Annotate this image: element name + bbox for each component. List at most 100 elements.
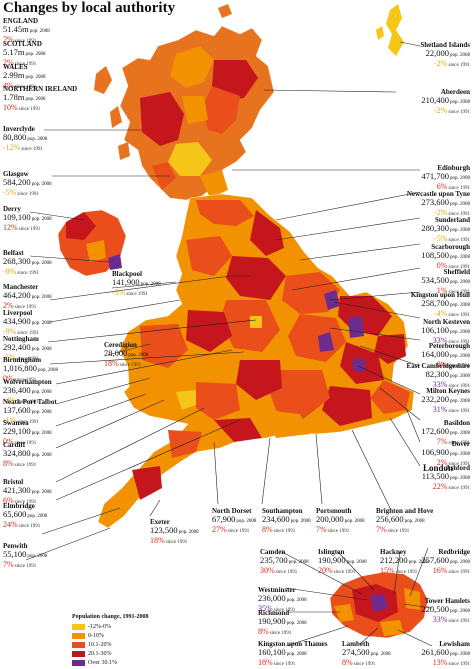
area-name: Sunderland: [434, 216, 470, 224]
population-value: 584,200: [3, 177, 31, 187]
region-shetland: [386, 4, 404, 56]
area-name: Ashford: [445, 464, 470, 472]
label-ceredigion: Ceredigion 78,000pop. 2008 18%since 1991: [104, 341, 148, 370]
population-value: 234,600: [262, 514, 290, 524]
population-value: 292,400: [3, 342, 31, 352]
change-unit: since 1991: [448, 313, 470, 318]
label-ashford: Ashford 113,500pop. 2008 22%since 1991: [422, 464, 470, 493]
area-name: Birmingham: [3, 356, 42, 364]
change-value: 2%: [3, 58, 14, 67]
label-hackney: Hackney 212,200pop. 2008 15%since 1991: [380, 548, 429, 577]
population-unit: pop. 2008: [31, 347, 52, 352]
population-value: 434,900: [3, 316, 31, 326]
population-value: 1,016,800: [3, 363, 37, 373]
change-unit: since 1991: [448, 441, 470, 446]
population-unit: pop. 2008: [31, 390, 52, 395]
label-richmond: Richmond 190,900pop. 2008 8%since 1991: [258, 609, 307, 638]
area-name: Belfast: [3, 249, 24, 257]
population-unit: pop. 2008: [450, 176, 470, 181]
population-unit: pop. 2008: [450, 228, 470, 233]
area-name: East Cambridgeshire: [406, 362, 470, 370]
population-unit: pop. 2008: [404, 519, 425, 524]
population-value: 236,400: [3, 385, 31, 395]
change-value: 15%: [380, 566, 395, 575]
label-penwith: Penwith 55,100pop. 2008 7%since 1991: [3, 542, 47, 571]
area-name: Richmond: [258, 609, 290, 617]
area-name: Edinburgh: [437, 164, 470, 172]
change-value: 27%: [212, 525, 227, 534]
change-value: 8%: [3, 459, 14, 468]
label-islington: Islington 190,900pop. 2008 20%since 1991: [318, 548, 367, 577]
change-value: 35%: [258, 604, 273, 613]
area-name: North Kesteven: [423, 318, 470, 326]
population-unit: pop. 2008: [286, 598, 307, 603]
area-name: Hackney: [380, 548, 407, 556]
label-east-cambridgeshire: East Cambridgeshire 82,300pop. 2008 33%sin…: [407, 362, 470, 391]
change-unit: since 1991: [448, 409, 470, 414]
label-newcastle-upon-tyne: Newcastle upon Tyne 273,600pop. 2008 -2%si…: [407, 190, 470, 219]
change-unit: since 1991: [448, 619, 470, 624]
population-unit: pop. 2008: [25, 52, 46, 57]
population-value: 5.17m: [3, 47, 25, 57]
area-name: Ceredigion: [104, 341, 137, 349]
area-name: Inverclyde: [3, 125, 35, 133]
label-manchester: Manchester 464,200pop. 2008 2%since 1991: [3, 283, 52, 312]
population-value: 229,100: [3, 426, 31, 436]
population-value: 160,100: [258, 647, 286, 657]
change-unit: since 1991: [448, 662, 470, 667]
population-value: 141,900: [112, 277, 140, 287]
change-value: 8%: [342, 658, 353, 667]
change-value: 2%: [3, 301, 14, 310]
change-value: 2%: [436, 458, 448, 467]
area-name: Dover: [451, 440, 470, 448]
label-milton-keynes: Milton Keynes 232,200pop. 2008 31%since 19…: [421, 387, 470, 416]
change-value: 7%: [376, 525, 387, 534]
change-value: -1%: [3, 416, 17, 425]
change-value: 4%: [3, 81, 14, 90]
population-value: 220,500: [421, 604, 449, 614]
change-unit: since 1991: [448, 384, 470, 389]
label-westminster: Westminster 236,000pop. 2008 35%since 1991: [258, 586, 307, 615]
population-value: 324,800: [3, 448, 31, 458]
population-unit: pop. 2008: [29, 29, 50, 34]
population-value: 190,900: [258, 616, 286, 626]
population-unit: pop. 2008: [450, 560, 470, 565]
area-name: Derry: [3, 205, 21, 213]
change-unit: since 1991: [14, 305, 37, 310]
label-neath-port-talbot: Neath Port Talbot 137,600pop. 2008 -1%sinc…: [3, 398, 57, 427]
change-value: -2%: [434, 208, 448, 217]
change-unit: since 1991: [273, 529, 296, 534]
area-name: North Dorset: [212, 507, 252, 515]
change-value: 33%: [432, 336, 448, 345]
label-northern-ireland: NORTHERN IRELAND 1.78mpop. 2008 10%since 1…: [3, 85, 77, 114]
area-name: Basildon: [443, 419, 470, 427]
change-unit: since 1991: [227, 529, 250, 534]
area-name: Penwith: [3, 542, 28, 550]
change-unit: since 1991: [21, 147, 43, 152]
change-value: 13%: [432, 658, 448, 667]
population-unit: pop. 2008: [31, 217, 52, 222]
change-unit: since 1991: [18, 227, 41, 232]
population-unit: pop. 2008: [27, 514, 48, 519]
area-name: Elmbridge: [3, 502, 35, 510]
area-name: Milton Keynes: [426, 387, 470, 395]
population-unit: pop. 2008: [31, 490, 52, 495]
area-name: Tower Hamlets: [424, 597, 470, 605]
change-unit: since 1991: [14, 85, 37, 90]
area-name: Glasgow: [3, 170, 29, 178]
change-value: 6%: [436, 182, 448, 191]
area-name: Kingston upon Thames: [258, 640, 328, 648]
change-value: 8%: [258, 627, 269, 636]
area-name: Aberdeen: [440, 88, 470, 96]
area-name: Blackpool: [112, 270, 142, 278]
population-value: 471,700: [421, 171, 449, 181]
population-value: 235,700: [260, 555, 288, 565]
change-unit: since 1991: [119, 363, 142, 368]
change-value: 30%: [260, 566, 275, 575]
population-value: 123,500: [150, 525, 178, 535]
population-unit: pop. 2008: [31, 410, 52, 415]
legend-swatch: [72, 650, 85, 657]
london-title: London: [423, 463, 454, 473]
area-name: Nottingham: [3, 335, 39, 343]
change-unit: since 1991: [14, 463, 37, 468]
